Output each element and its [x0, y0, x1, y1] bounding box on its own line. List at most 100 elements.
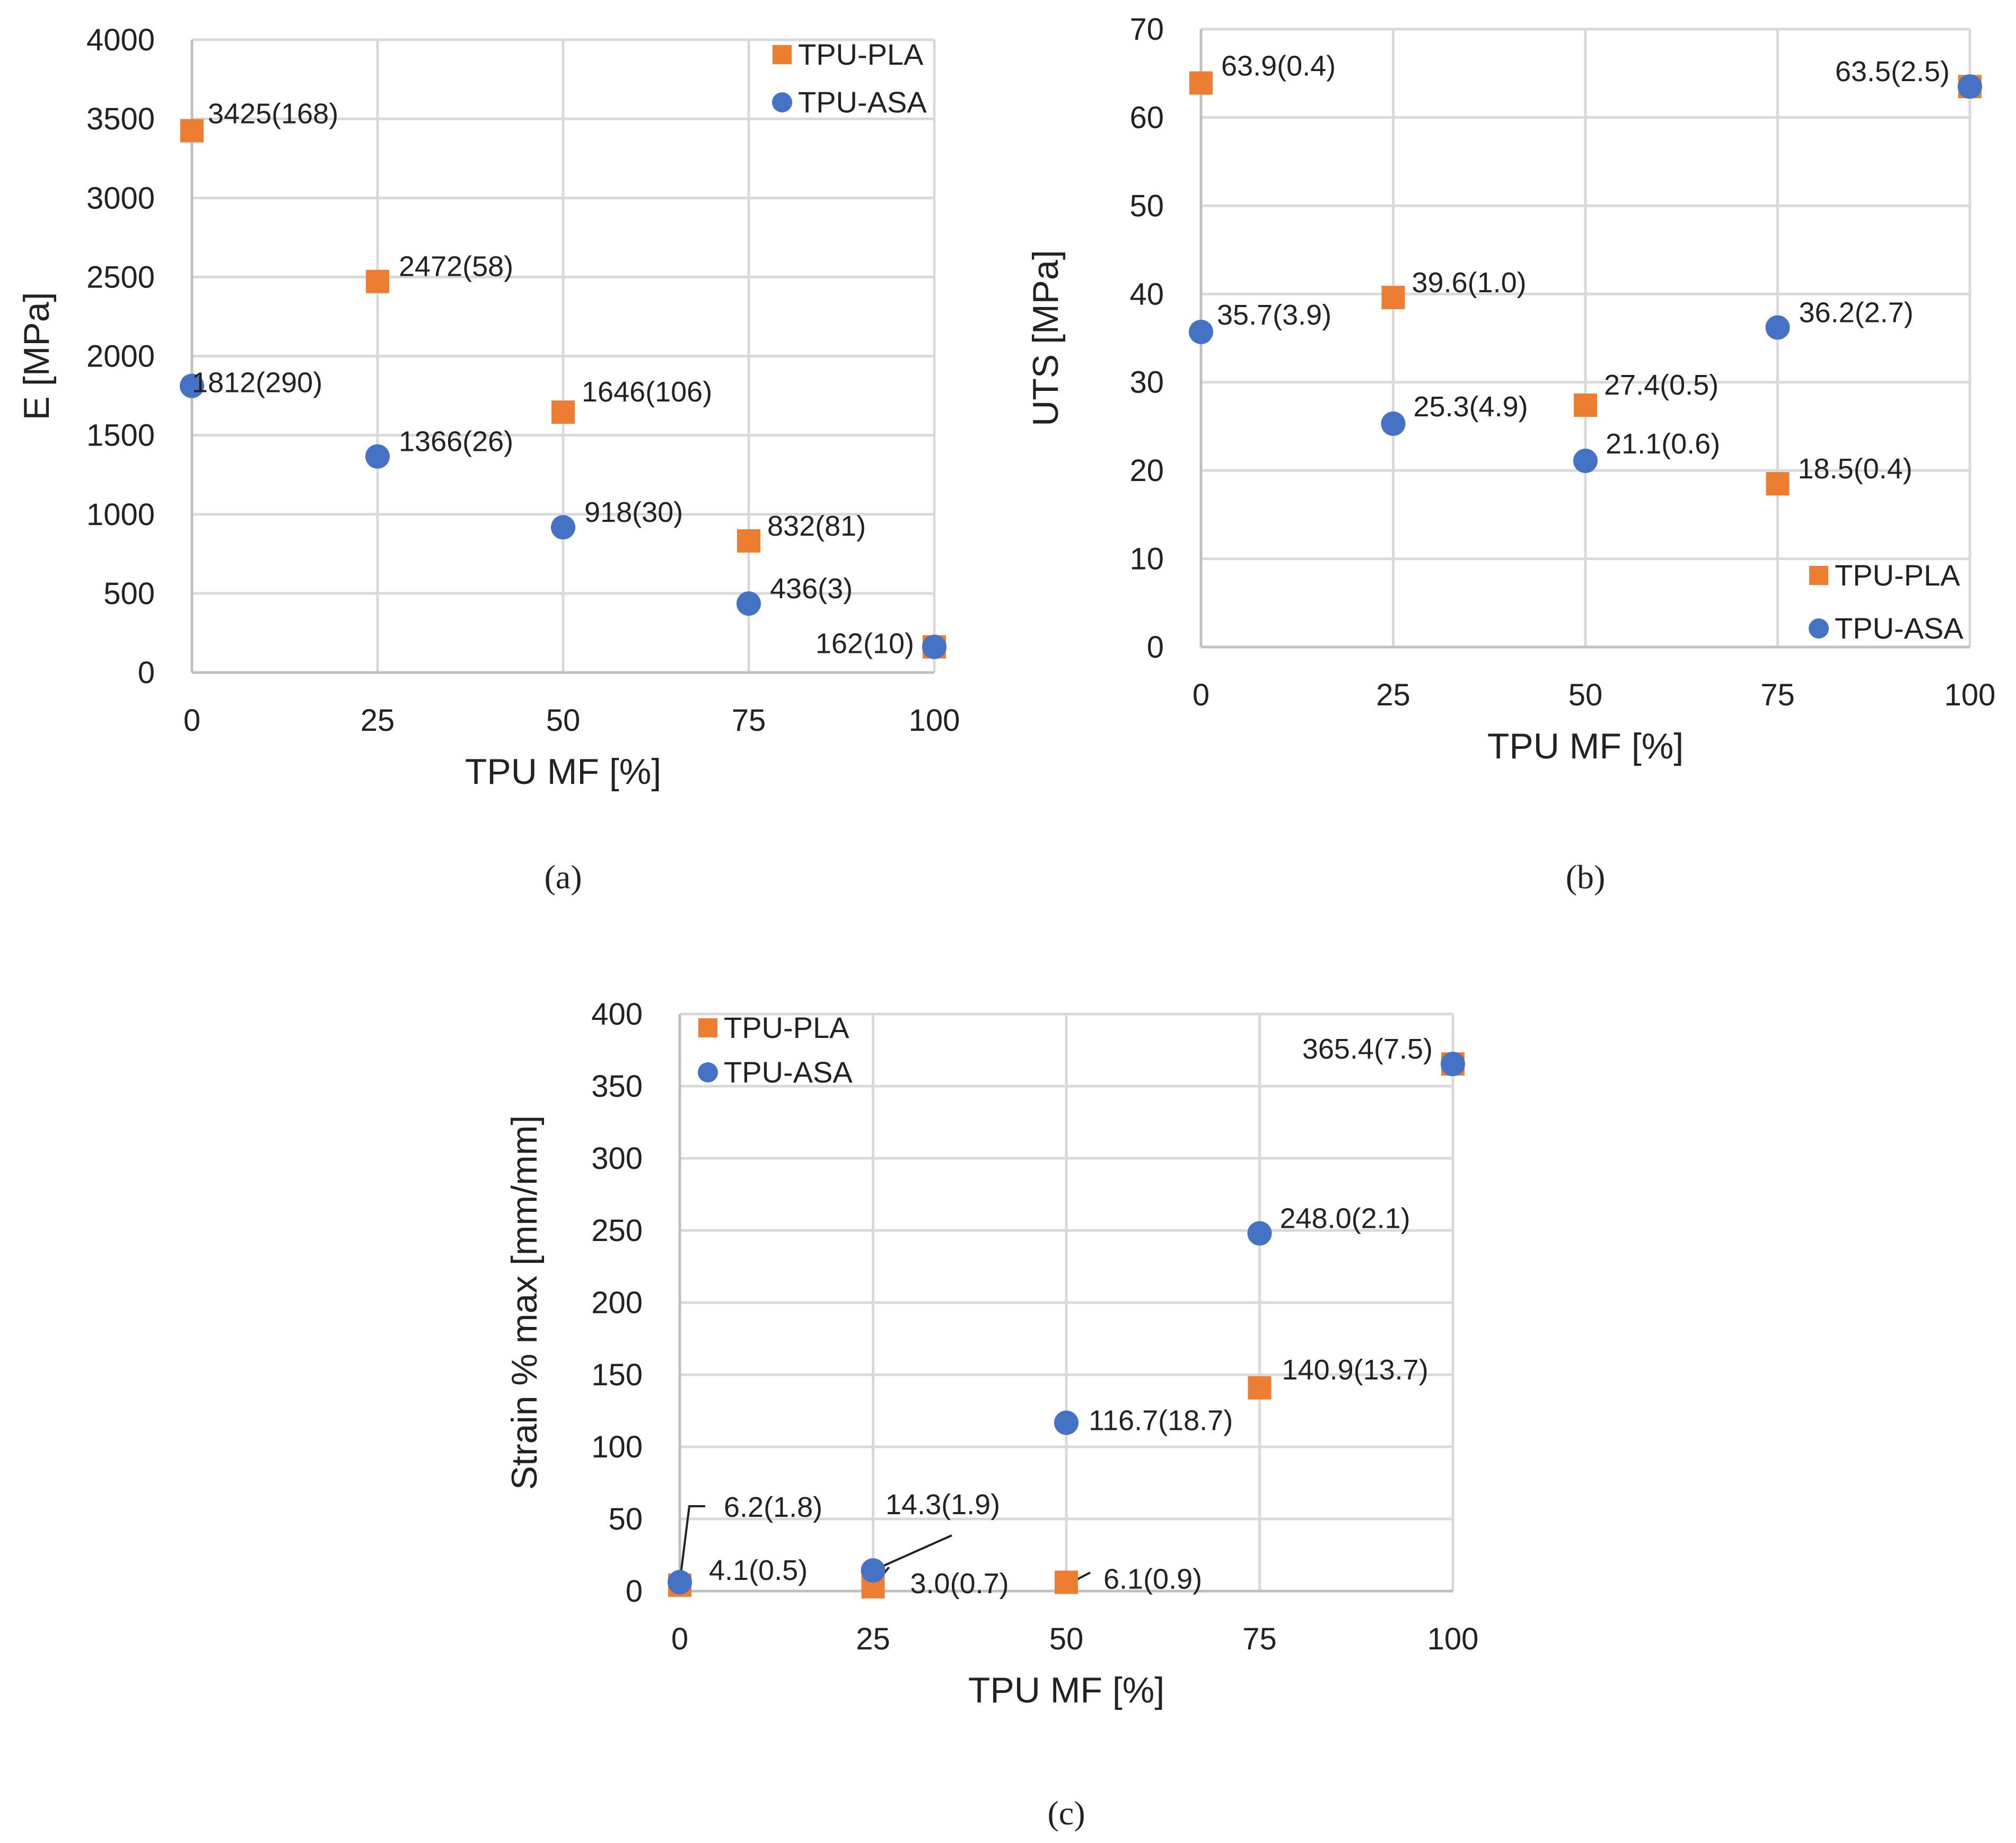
marker-tpu-pla [551, 400, 575, 424]
marker-tpu-pla [366, 269, 389, 293]
panel-caption: (c) [1047, 1794, 1085, 1832]
y-tick-label: 2000 [86, 339, 155, 374]
legend-label-tpu-asa: TPU-ASA [724, 1055, 853, 1089]
data-label: 6.2(1.8) [724, 1491, 822, 1523]
legend-marker-tpu-pla [773, 45, 792, 64]
data-label: 1366(26) [399, 426, 513, 458]
x-tick-label: 100 [909, 703, 960, 738]
y-tick-label: 350 [591, 1069, 643, 1104]
data-label: 436(3) [770, 573, 853, 605]
data-label: 39.6(1.0) [1412, 267, 1527, 299]
data-label: 1646(106) [582, 376, 712, 408]
y-tick-label: 0 [1147, 630, 1164, 665]
leader-line [872, 1534, 952, 1571]
leader-line [679, 1505, 705, 1583]
marker-tpu-asa [551, 515, 575, 540]
legend: TPU-PLA TPU-ASA [772, 38, 927, 119]
panel-c: 0 50 100 150 200 250 300 350 400 0 25 50 75 100 TPU MF… [504, 997, 1478, 1832]
y-tick-label: 500 [103, 577, 155, 611]
data-label: 365.4(7.5) [1302, 1033, 1433, 1065]
y-tick-label: 70 [1129, 12, 1164, 47]
data-label: 4.1(0.5) [709, 1554, 808, 1586]
marker-tpu-asa [1765, 315, 1790, 340]
marker-tpu-asa [1573, 448, 1598, 473]
y-tick-label: 100 [591, 1430, 643, 1464]
data-label: 18.5(0.4) [1798, 453, 1913, 485]
x-tick-label: 25 [361, 703, 395, 738]
y-axis-title: E [MPa] [16, 292, 57, 421]
data-label: 918(30) [584, 496, 683, 528]
data-label: 248.0(2.1) [1280, 1202, 1410, 1234]
marker-tpu-asa [1189, 319, 1213, 344]
x-tick-label: 50 [546, 703, 581, 738]
marker-tpu-asa [180, 373, 204, 398]
marker-tpu-pla [737, 529, 760, 553]
legend-marker-tpu-asa [1809, 618, 1829, 639]
legend-marker-tpu-asa [772, 92, 792, 112]
panel-a: 0 500 1000 1500 2000 2500 3000 3500 4000 0 25 50 75 1… [16, 23, 960, 896]
x-tick-label: 75 [1242, 1622, 1277, 1656]
marker-tpu-asa [1958, 74, 1982, 99]
x-axis-title: TPU MF [%] [1487, 726, 1684, 766]
data-label: 832(81) [767, 510, 866, 542]
y-tick-label: 400 [591, 997, 643, 1032]
y-tick-label: 20 [1129, 453, 1164, 488]
legend: TPU-PLA TPU-ASA [1809, 558, 1964, 645]
marker-tpu-asa [1381, 411, 1406, 436]
data-label: 63.5(2.5) [1835, 56, 1950, 88]
x-tick-label: 50 [1568, 678, 1603, 712]
y-tick-label: 300 [591, 1141, 643, 1176]
y-tick-label: 60 [1129, 100, 1164, 135]
data-label: 2472(58) [399, 251, 513, 283]
legend-marker-tpu-asa [698, 1062, 718, 1082]
y-tick-label: 1000 [86, 497, 155, 532]
marker-tpu-asa [1247, 1221, 1272, 1246]
y-tick-label: 150 [591, 1358, 643, 1392]
x-tick-label: 75 [1760, 678, 1795, 712]
data-label: 35.7(3.9) [1217, 299, 1331, 331]
y-tick-label: 10 [1129, 542, 1164, 577]
marker-tpu-asa [1441, 1052, 1465, 1077]
data-label: 25.3(4.9) [1414, 391, 1528, 423]
legend-marker-tpu-pla [1809, 566, 1828, 585]
marker-tpu-pla [1189, 71, 1213, 95]
data-label: 6.1(0.9) [1103, 1563, 1202, 1595]
x-tick-label: 0 [183, 703, 200, 738]
marker-tpu-pla [1248, 1376, 1272, 1400]
y-tick-label: 1500 [86, 418, 155, 453]
data-label: 3.0(0.7) [910, 1568, 1009, 1600]
x-axis-title: TPU MF [%] [465, 752, 661, 792]
marker-tpu-pla [1055, 1570, 1078, 1594]
data-label: 1812(290) [192, 367, 322, 399]
y-axis-title: Strain % max [mm/mm] [504, 1115, 545, 1490]
y-tick-label: 50 [1129, 189, 1164, 223]
y-axis-title: UTS [MPa] [1025, 250, 1066, 426]
legend-label-tpu-asa: TPU-ASA [798, 85, 927, 119]
marker-tpu-pla [1381, 285, 1405, 309]
marker-tpu-pla [1574, 393, 1597, 417]
y-tick-label: 50 [608, 1502, 643, 1536]
marker-tpu-asa [737, 591, 761, 616]
y-tick-label: 2500 [86, 260, 155, 294]
data-label: 36.2(2.7) [1799, 297, 1914, 329]
data-label: 14.3(1.9) [886, 1489, 1000, 1521]
y-tick-label: 0 [138, 656, 155, 690]
panel-caption: (b) [1566, 858, 1606, 896]
legend-label-tpu-pla: TPU-PLA [1835, 558, 1960, 592]
y-tick-label: 4000 [86, 23, 155, 57]
data-label: 63.9(0.4) [1221, 50, 1336, 82]
legend-label-tpu-pla: TPU-PLA [724, 1011, 849, 1044]
marker-tpu-pla [180, 119, 204, 143]
data-label: 116.7(18.7) [1089, 1405, 1233, 1437]
data-label: 162(10) [816, 628, 914, 660]
marker-tpu-asa [668, 1570, 692, 1595]
x-tick-label: 25 [1376, 678, 1410, 712]
x-tick-label: 100 [1944, 678, 1996, 712]
x-axis-title: TPU MF [%] [968, 1670, 1164, 1710]
y-tick-label: 250 [591, 1213, 643, 1248]
data-label: 27.4(0.5) [1604, 369, 1719, 401]
y-tick-label: 3000 [86, 181, 155, 215]
marker-tpu-asa [365, 444, 390, 469]
marker-tpu-asa [1054, 1410, 1079, 1435]
data-label: 140.9(13.7) [1282, 1354, 1428, 1386]
